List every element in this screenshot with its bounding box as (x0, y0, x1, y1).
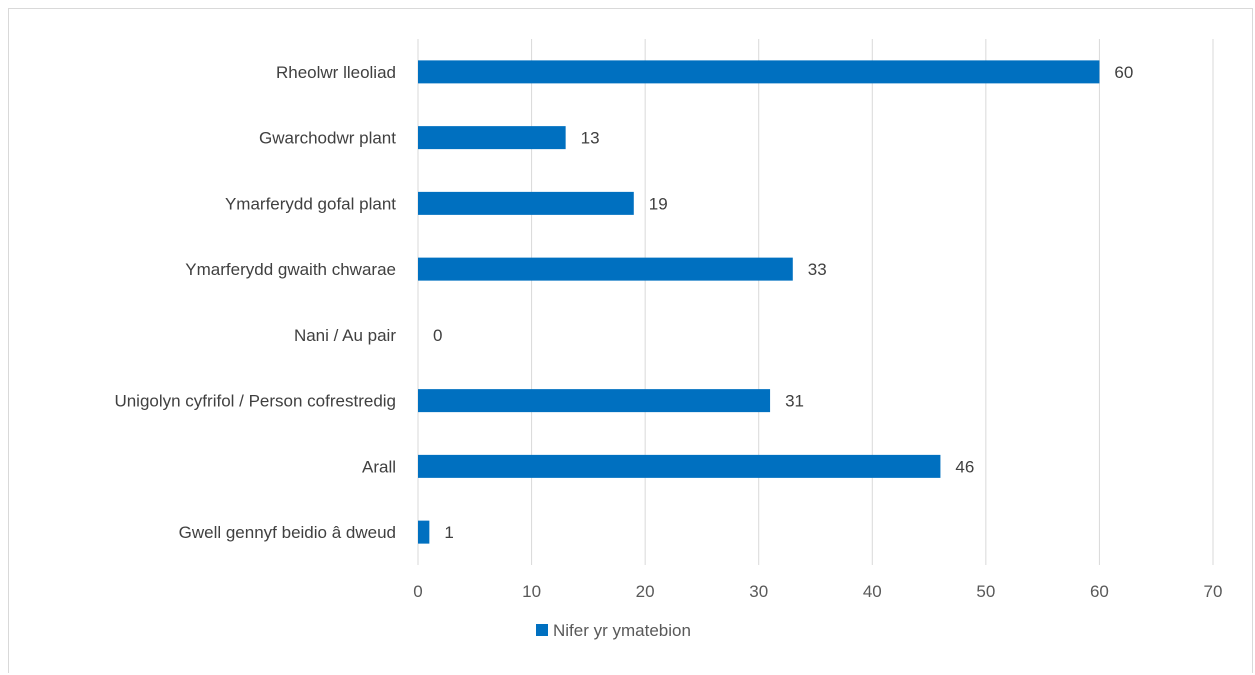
bar (418, 257, 793, 281)
x-tick-label: 0 (413, 582, 422, 601)
x-tick-label: 40 (863, 582, 882, 601)
x-tick-label: 10 (522, 582, 541, 601)
chart-frame: Rheolwr lleoliad Gwarchodwr plant Ymarfery… (8, 8, 1253, 673)
legend-label: Nifer yr ymatebion (553, 621, 691, 640)
category-label: Gwarchodwr plant (259, 129, 396, 148)
x-tick-label: 60 (1090, 582, 1109, 601)
x-tick-label: 70 (1204, 582, 1223, 601)
data-labels: 60 13 19 33 0 31 46 1 (433, 63, 1133, 542)
legend: Nifer yr ymatebion (536, 621, 691, 640)
x-tick-label: 20 (636, 582, 655, 601)
category-label: Unigolyn cyfrifol / Person cofrestredig (114, 392, 396, 411)
x-tick-label: 30 (749, 582, 768, 601)
data-label: 19 (649, 194, 668, 213)
data-label: 60 (1114, 63, 1133, 82)
category-label: Ymarferydd gofal plant (225, 194, 396, 213)
data-label: 13 (581, 129, 600, 148)
bar (418, 60, 1100, 84)
x-tick-label: 50 (976, 582, 995, 601)
bars (418, 60, 1100, 544)
data-label: 33 (808, 260, 827, 279)
bar (418, 191, 634, 215)
data-label: 0 (433, 326, 442, 345)
bar (418, 126, 566, 150)
category-label: Ymarferydd gwaith chwarae (185, 260, 396, 279)
category-label: Rheolwr lleoliad (276, 63, 396, 82)
category-labels: Rheolwr lleoliad Gwarchodwr plant Ymarfery… (114, 63, 396, 542)
legend-swatch (536, 624, 548, 636)
bar (418, 520, 430, 544)
data-label: 46 (955, 457, 974, 476)
data-label: 31 (785, 392, 804, 411)
category-label: Nani / Au pair (294, 326, 396, 345)
bar (418, 454, 941, 478)
category-label: Gwell gennyf beidio â dweud (179, 523, 396, 542)
data-label: 1 (444, 523, 453, 542)
bar-chart: Rheolwr lleoliad Gwarchodwr plant Ymarfery… (114, 39, 1222, 640)
category-label: Arall (362, 457, 396, 476)
bar (418, 389, 771, 413)
gridlines (417, 39, 1214, 565)
x-axis-tick-labels: 0 10 20 30 40 50 60 70 (413, 582, 1222, 601)
